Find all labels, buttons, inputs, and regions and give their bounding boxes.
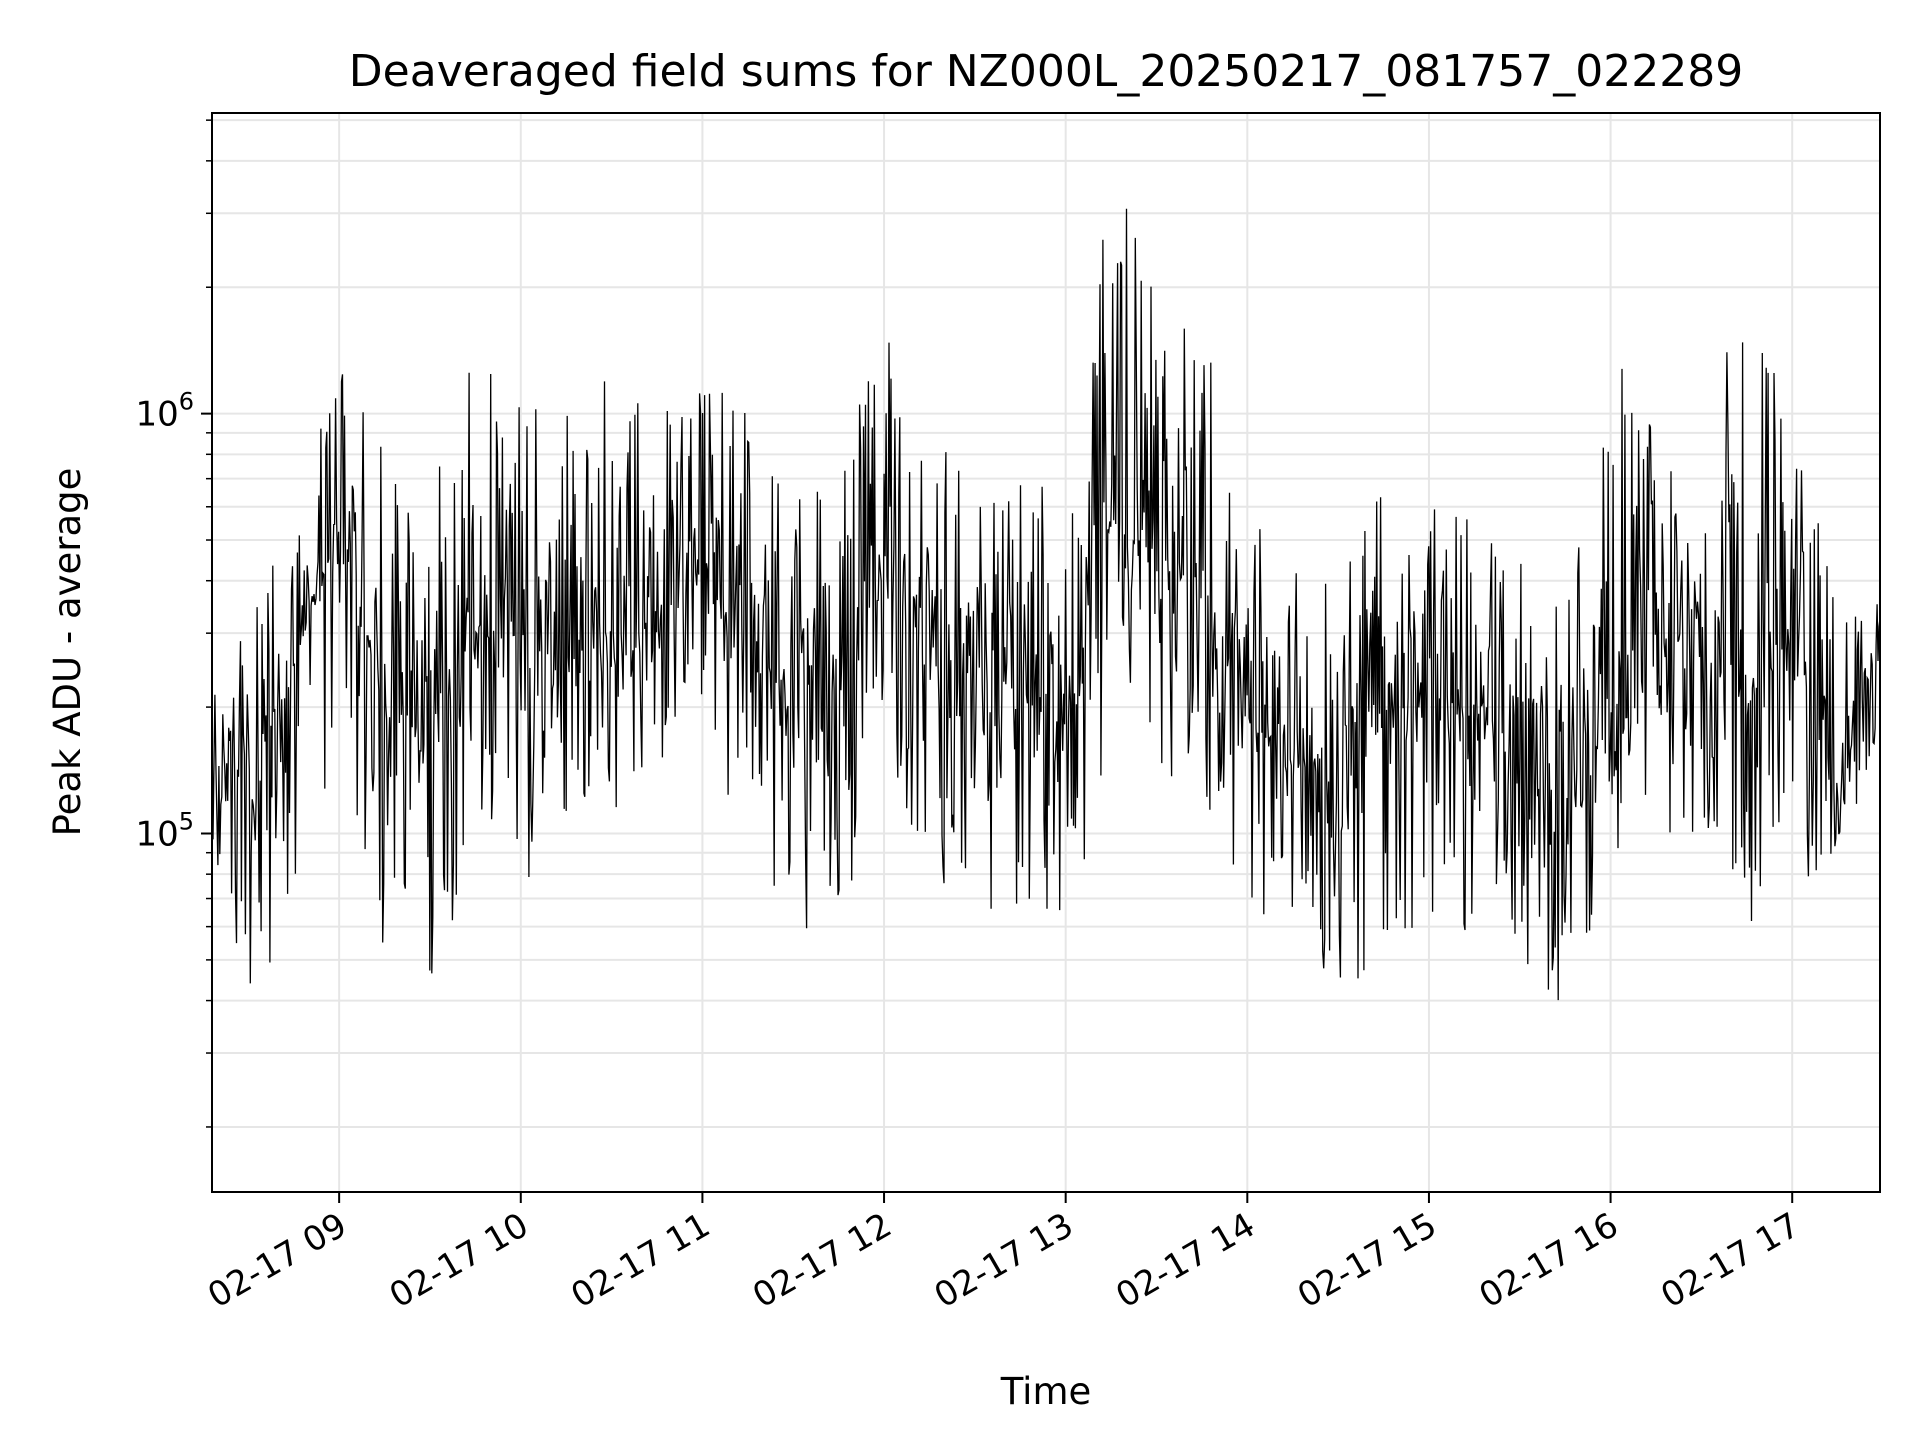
y-axis-label: Peak ADU - average <box>46 468 89 837</box>
series-line <box>211 208 1881 1001</box>
chart-title: Deaveraged field sums for NZ000L_2025021… <box>349 46 1743 97</box>
x-axis-label: Time <box>1000 1370 1092 1413</box>
y-tick-label: 106 <box>135 388 194 435</box>
plot-frame <box>211 112 1881 1193</box>
data-series <box>211 208 1881 1001</box>
